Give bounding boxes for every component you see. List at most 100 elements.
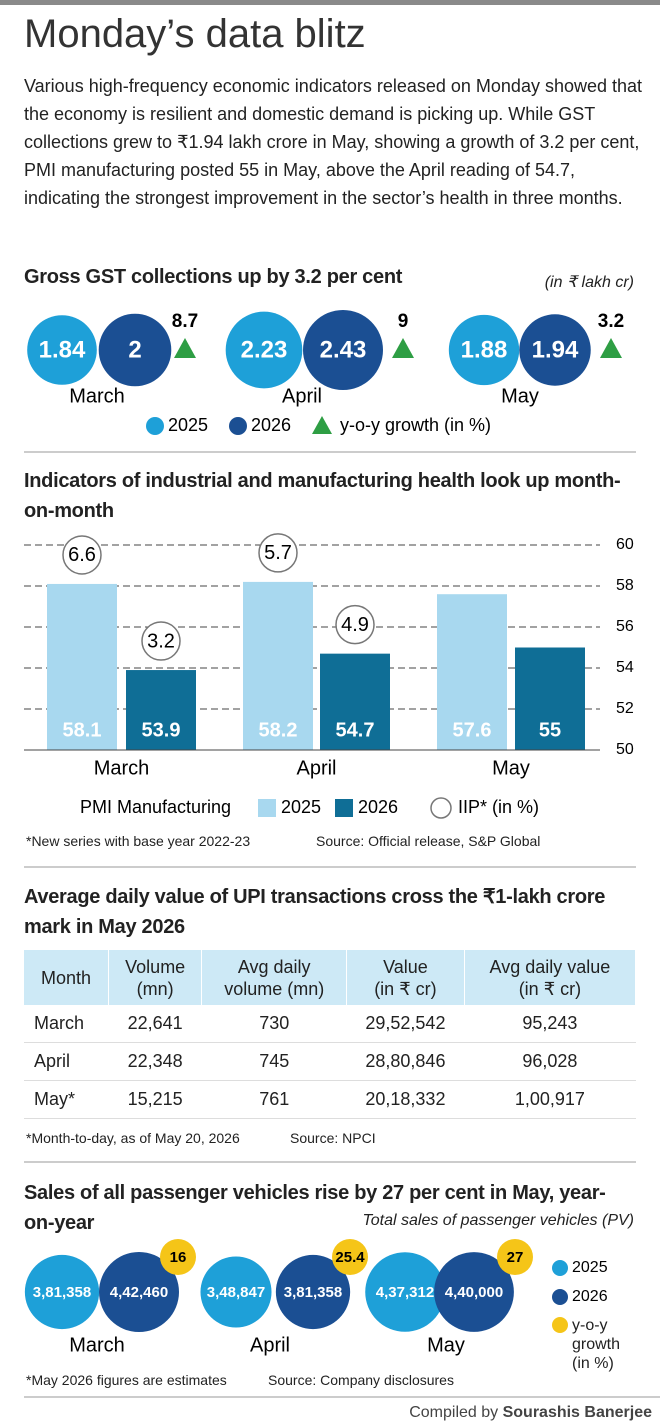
- table-row: March 22,641 730 29,52,542 95,243: [24, 1005, 636, 1043]
- credit-name: Sourashis Banerjee: [502, 1404, 652, 1421]
- legend-label: 2026: [358, 797, 398, 817]
- legend-label: 2026: [251, 415, 291, 435]
- table-cell: 95,243: [464, 1005, 636, 1043]
- credit-label: Compiled by: [409, 1404, 499, 1421]
- growth-label: 25.4: [335, 1249, 365, 1266]
- y-tick-label: 60: [616, 536, 634, 553]
- bubble: [99, 1252, 179, 1332]
- value-label: 1.84: [39, 336, 86, 363]
- bar: [320, 653, 390, 750]
- table-row: April 22,348 745 28,80,846 96,028: [24, 1042, 636, 1081]
- value-label: 1.88: [461, 336, 508, 363]
- table-cell: May*: [24, 1080, 109, 1119]
- credit: Compiled by Sourashis Banerjee: [409, 1404, 652, 1422]
- value-label: 53.9: [142, 719, 181, 741]
- table-cell: 96,028: [464, 1042, 636, 1081]
- value-label: 3,81,358: [284, 1284, 342, 1301]
- bubble: [365, 1252, 445, 1332]
- category-label: May: [492, 757, 530, 779]
- table-cell: 29,52,542: [346, 1005, 465, 1043]
- category-label: April: [282, 385, 322, 407]
- column-header: Avg daily value (in ₹ cr): [464, 950, 637, 1005]
- upi-table: Month Volume (mn) Avg daily volume (mn) Val…: [24, 950, 637, 1119]
- value-label: 57.6: [453, 719, 492, 741]
- category-label: April: [250, 1334, 290, 1356]
- top-bar: [0, 0, 660, 5]
- value-label: 2.43: [320, 336, 367, 363]
- bar: [243, 581, 313, 750]
- value-label: 4,42,460: [110, 1284, 168, 1301]
- bubble: [275, 1254, 351, 1330]
- page-title: Monday’s data blitz: [24, 12, 366, 56]
- y-tick-label: 52: [616, 700, 634, 717]
- growth-marker: [332, 1239, 368, 1275]
- bubble: [225, 311, 303, 389]
- bubble: [24, 1254, 100, 1330]
- table-cell: 1,00,917: [464, 1080, 636, 1119]
- table-cell: 22,348: [108, 1042, 202, 1081]
- bubble: [200, 1256, 272, 1328]
- table-cell: 761: [201, 1080, 347, 1119]
- value-label: 2.23: [241, 336, 288, 363]
- category-label: March: [69, 1334, 125, 1356]
- growth-marker: [497, 1239, 533, 1275]
- legend-swatch: [335, 799, 353, 817]
- source: Source: Official release, S&P Global: [316, 833, 541, 849]
- unit-note: (in ₹ lakh cr): [544, 274, 634, 291]
- column-header: Value (in ₹ cr): [346, 950, 465, 1005]
- legend-swatch: [312, 416, 332, 434]
- category-label: May: [427, 1334, 465, 1356]
- value-label: 3,81,358: [33, 1284, 91, 1301]
- iip-label: 4.9: [341, 614, 369, 636]
- bubble: [98, 313, 172, 387]
- category-label: March: [94, 757, 150, 779]
- table-cell: 730: [201, 1005, 347, 1043]
- table-cell: 745: [201, 1042, 347, 1081]
- iip-marker: [141, 621, 181, 661]
- growth-label: 16: [170, 1249, 187, 1266]
- legend-swatch: [552, 1289, 568, 1305]
- bar: [437, 594, 507, 750]
- growth-label: 8.7: [172, 311, 198, 332]
- bubble: [303, 310, 383, 390]
- column-header: Volume (mn): [108, 950, 203, 1005]
- legend-swatch: [258, 799, 276, 817]
- section-title: Indicators of industrial and manufacturi…: [24, 470, 621, 522]
- legend-label: y-o-y growth (in %): [572, 1317, 621, 1372]
- growth-marker: [600, 338, 622, 358]
- bubble: [27, 315, 97, 385]
- value-label: 2: [128, 336, 141, 363]
- iip-label: 5.7: [264, 542, 292, 564]
- legend-label: 2026: [572, 1288, 608, 1305]
- value-label: 4,37,312: [376, 1284, 434, 1301]
- bar: [126, 670, 196, 750]
- subtitle: Total sales of passenger vehicles (PV): [362, 1212, 634, 1229]
- bar: [47, 583, 117, 750]
- legend-label: IIP* (in %): [458, 797, 539, 817]
- category-label: March: [69, 385, 125, 407]
- value-label: 4,40,000: [445, 1284, 503, 1301]
- footnote: *New series with base year 2022-23: [26, 833, 251, 849]
- y-tick-label: 50: [616, 741, 634, 758]
- column-header: Avg daily volume (mn): [201, 950, 348, 1005]
- table-cell: 20,18,332: [346, 1080, 465, 1119]
- table-cell: 22,641: [108, 1005, 202, 1043]
- table-row: May* 15,215 761 20,18,332 1,00,917: [24, 1080, 636, 1119]
- value-label: 58.1: [63, 719, 102, 741]
- section-title: Sales of all passenger vehicles rise by …: [24, 1182, 606, 1234]
- iip-marker: [62, 535, 102, 575]
- value-label: 58.2: [259, 719, 298, 741]
- iip-marker: [258, 533, 298, 573]
- legend-label: 2025: [572, 1259, 608, 1276]
- source: Source: NPCI: [290, 1130, 376, 1146]
- legend-label: 2025: [168, 415, 208, 435]
- growth-marker: [174, 338, 196, 358]
- intro: Various high-frequency economic indicato…: [24, 76, 643, 208]
- legend-swatch: [146, 417, 164, 435]
- y-tick-label: 54: [616, 659, 634, 676]
- bubble: [448, 314, 520, 386]
- value-label: 3,48,847: [207, 1284, 265, 1301]
- column-header: Month: [24, 950, 109, 1005]
